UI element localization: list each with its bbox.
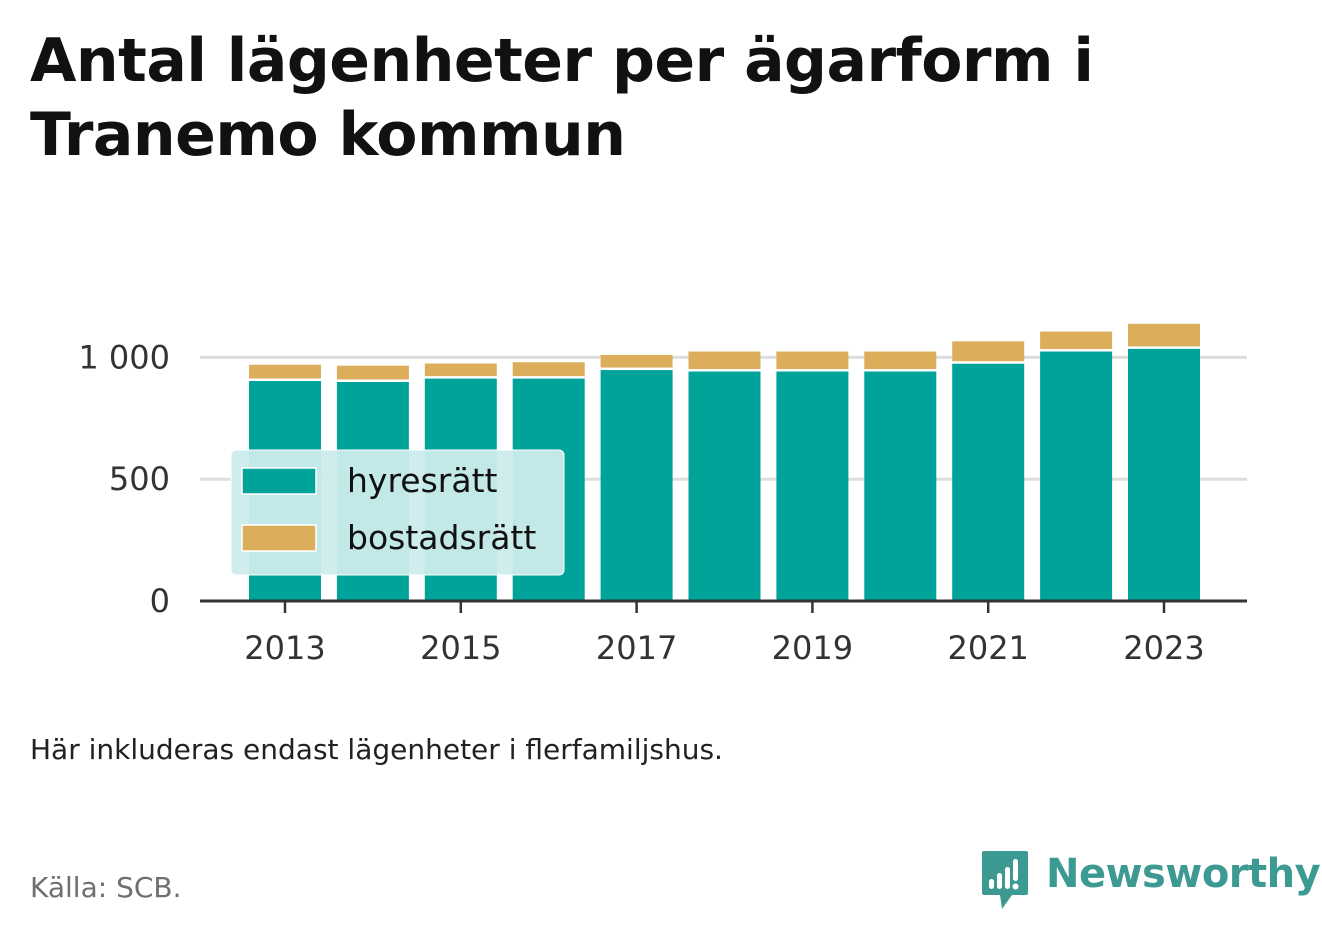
bar-bostadsratt: [952, 341, 1025, 362]
x-tick-label: 2023: [1123, 629, 1204, 667]
y-tick-label: 0: [150, 582, 170, 620]
bar-hyresratt: [864, 371, 937, 601]
bar-bostadsratt: [1128, 323, 1200, 347]
source-label: Källa: SCB.: [30, 871, 182, 904]
bar-bostadsratt: [249, 364, 321, 379]
bar-hyresratt: [1040, 351, 1113, 601]
bar-hyresratt: [952, 363, 1025, 601]
y-tick-label: 1 000: [78, 338, 170, 376]
bar-bostadsratt: [776, 351, 849, 370]
x-tick-label: 2015: [420, 629, 501, 667]
x-tick-label: 2019: [772, 629, 853, 667]
legend: hyresrätt bostadsrätt: [230, 449, 565, 576]
legend-label-hyresratt: hyresrätt: [347, 461, 498, 500]
bar-bostadsratt: [1040, 331, 1113, 350]
brand: Newsworthy: [980, 848, 1321, 912]
bar-bostadsratt: [600, 354, 673, 368]
legend-swatch-hyresratt: [241, 467, 317, 495]
bar-hyresratt: [1128, 348, 1200, 601]
bar-bostadsratt: [688, 351, 761, 370]
chart-area: 0 500 1 000 2013 2015 2017 2019 2021 2023 hyres…: [78, 323, 1247, 667]
bar-bostadsratt: [424, 363, 497, 377]
brand-name: Newsworthy: [1046, 851, 1321, 897]
chart-title: Antal lägenheter per ägarform i Tranemo …: [30, 26, 1094, 170]
bar-hyresratt: [600, 370, 673, 601]
legend-label-bostadsratt: bostadsrätt: [347, 518, 536, 557]
x-tick-label: 2013: [244, 629, 325, 667]
y-tick-label: 500: [109, 460, 170, 498]
x-axis: 2013 2015 2017 2019 2021 2023: [200, 599, 1247, 667]
chart-note: Här inkluderas endast lägenheter i flerf…: [30, 733, 723, 766]
stacked-bar-chart: 0 500 1 000 2013 2015 2017 2019 2021 2023 hyres…: [78, 323, 1247, 667]
y-axis-labels: 0 500 1 000: [78, 338, 170, 620]
bar-bostadsratt: [864, 351, 937, 370]
x-tick-label: 2017: [596, 629, 677, 667]
legend-swatch-bostadsratt: [241, 524, 317, 552]
bar-bostadsratt: [336, 365, 409, 380]
x-tick-label: 2021: [947, 629, 1028, 667]
bar-hyresratt: [776, 371, 849, 601]
bar-hyresratt: [688, 371, 761, 601]
newsworthy-logo-icon: [982, 851, 1028, 909]
bar-bostadsratt: [512, 362, 585, 377]
